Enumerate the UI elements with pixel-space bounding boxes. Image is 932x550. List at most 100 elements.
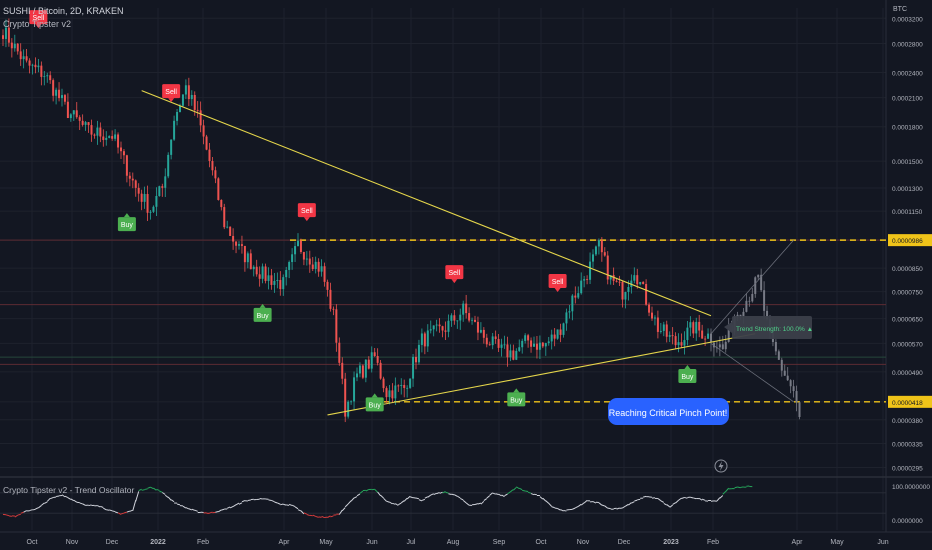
price-tick: 0.0000418: [892, 400, 923, 407]
oscillator-segment: [114, 511, 119, 514]
oscillator-segment: [315, 515, 319, 518]
candle: [140, 189, 143, 211]
oscillator-segment: [32, 508, 36, 511]
candle: [556, 329, 559, 340]
time-tick: Oct: [536, 539, 547, 546]
candle: [255, 259, 258, 277]
price-tick: 0.0000490: [892, 370, 923, 377]
lightning-icon[interactable]: [714, 459, 728, 473]
oscillator-segment: [722, 491, 727, 495]
oscillator-segment: [82, 503, 86, 506]
svg-text:Sell: Sell: [449, 270, 461, 277]
candle: [49, 71, 52, 84]
candle: [170, 139, 173, 160]
candle: [751, 288, 754, 303]
oscillator-segment: [312, 514, 316, 517]
time-tick: Dec: [106, 539, 119, 546]
oscillator-segment: [462, 500, 467, 504]
candle: [789, 379, 792, 394]
indicator-title[interactable]: Crypto Tipster v2: [3, 19, 72, 29]
candle: [164, 168, 167, 198]
time-tick: Jun: [366, 539, 377, 546]
price-axis[interactable]: 0.0003200 0.0002800 0.0002400 0.0002100 0.00…: [888, 16, 932, 473]
candle: [476, 316, 479, 341]
candle: [491, 332, 494, 350]
time-axis[interactable]: Oct Nov Dec 2022 Feb Apr May Jun Jul Aug Sep Oct Nov…: [27, 539, 889, 546]
candle: [695, 317, 698, 341]
oscillator-segment: [634, 499, 638, 502]
oscillator-segment: [504, 493, 508, 497]
candle: [7, 18, 10, 47]
candle: [432, 325, 435, 337]
candle: [190, 90, 193, 106]
candle: [710, 328, 712, 352]
oscillator-segment: [477, 502, 482, 505]
oscillator-segment: [498, 493, 502, 497]
candle: [28, 58, 31, 74]
oscillator-segment: [41, 502, 45, 506]
oscillator-segment: [563, 510, 567, 512]
candle: [757, 274, 760, 280]
candle: [223, 203, 226, 230]
candle: [326, 279, 329, 297]
oscillator-segment: [274, 501, 278, 504]
oscillator-segment: [64, 495, 69, 499]
oscillator-segment: [678, 497, 682, 501]
candle: [264, 263, 267, 284]
candle: [102, 129, 105, 147]
oscillator-segment: [415, 497, 420, 500]
projection-line: [710, 239, 794, 334]
candle: [84, 121, 87, 131]
candle: [415, 348, 417, 370]
price-highlight: [888, 234, 932, 247]
oscillator-segment: [268, 499, 272, 502]
candle: [350, 400, 353, 405]
oscillator-segment: [164, 494, 169, 498]
candle: [606, 251, 609, 285]
oscillator-segment: [162, 492, 166, 495]
oscillator-segment: [70, 498, 75, 502]
candle: [527, 333, 530, 348]
oscillator-segment: [681, 497, 685, 499]
time-tick: May: [830, 539, 844, 546]
candle: [748, 296, 751, 307]
oscillator-segment: [347, 500, 352, 505]
oscillator-segment: [350, 497, 355, 502]
candle: [291, 248, 294, 270]
oscillator-segment: [430, 493, 434, 496]
price-tick: 0.0001800: [892, 125, 923, 132]
candle: [311, 257, 314, 272]
candle: [417, 339, 420, 365]
candle: [482, 327, 485, 344]
oscillator-segment: [288, 503, 293, 506]
candle: [633, 267, 636, 284]
oscillator-segment: [306, 514, 310, 517]
candle: [317, 258, 320, 277]
oscillator-segment: [672, 502, 676, 505]
symbol-title[interactable]: SUSHI / Bitcoin, 2D, KRAKEN: [3, 6, 124, 16]
oscillator-segment: [374, 488, 378, 493]
candle: [282, 274, 285, 296]
oscillator-segment: [123, 511, 128, 514]
oscillator-segment: [300, 510, 305, 515]
candle: [453, 309, 456, 325]
oscillator-segment: [129, 509, 133, 512]
oscillator-title[interactable]: Crypto Tipster v2 - Trend Oscillator: [3, 485, 135, 495]
oscillator-segment: [572, 507, 576, 510]
oscillator-segment: [144, 488, 148, 490]
oscillator-segment: [156, 488, 160, 491]
oscillator-segment: [392, 502, 396, 505]
oscillator-segment: [604, 505, 609, 509]
candle: [299, 238, 302, 254]
svg-text:Buy: Buy: [257, 313, 270, 320]
candle: [441, 325, 444, 338]
candle: [668, 331, 671, 343]
candle: [774, 339, 777, 356]
oscillator-segment: [412, 497, 417, 499]
candle: [114, 129, 117, 142]
candle: [420, 328, 423, 353]
candle: [662, 321, 665, 337]
oscillator-segment: [353, 496, 358, 499]
oscillator-segment: [560, 509, 564, 512]
